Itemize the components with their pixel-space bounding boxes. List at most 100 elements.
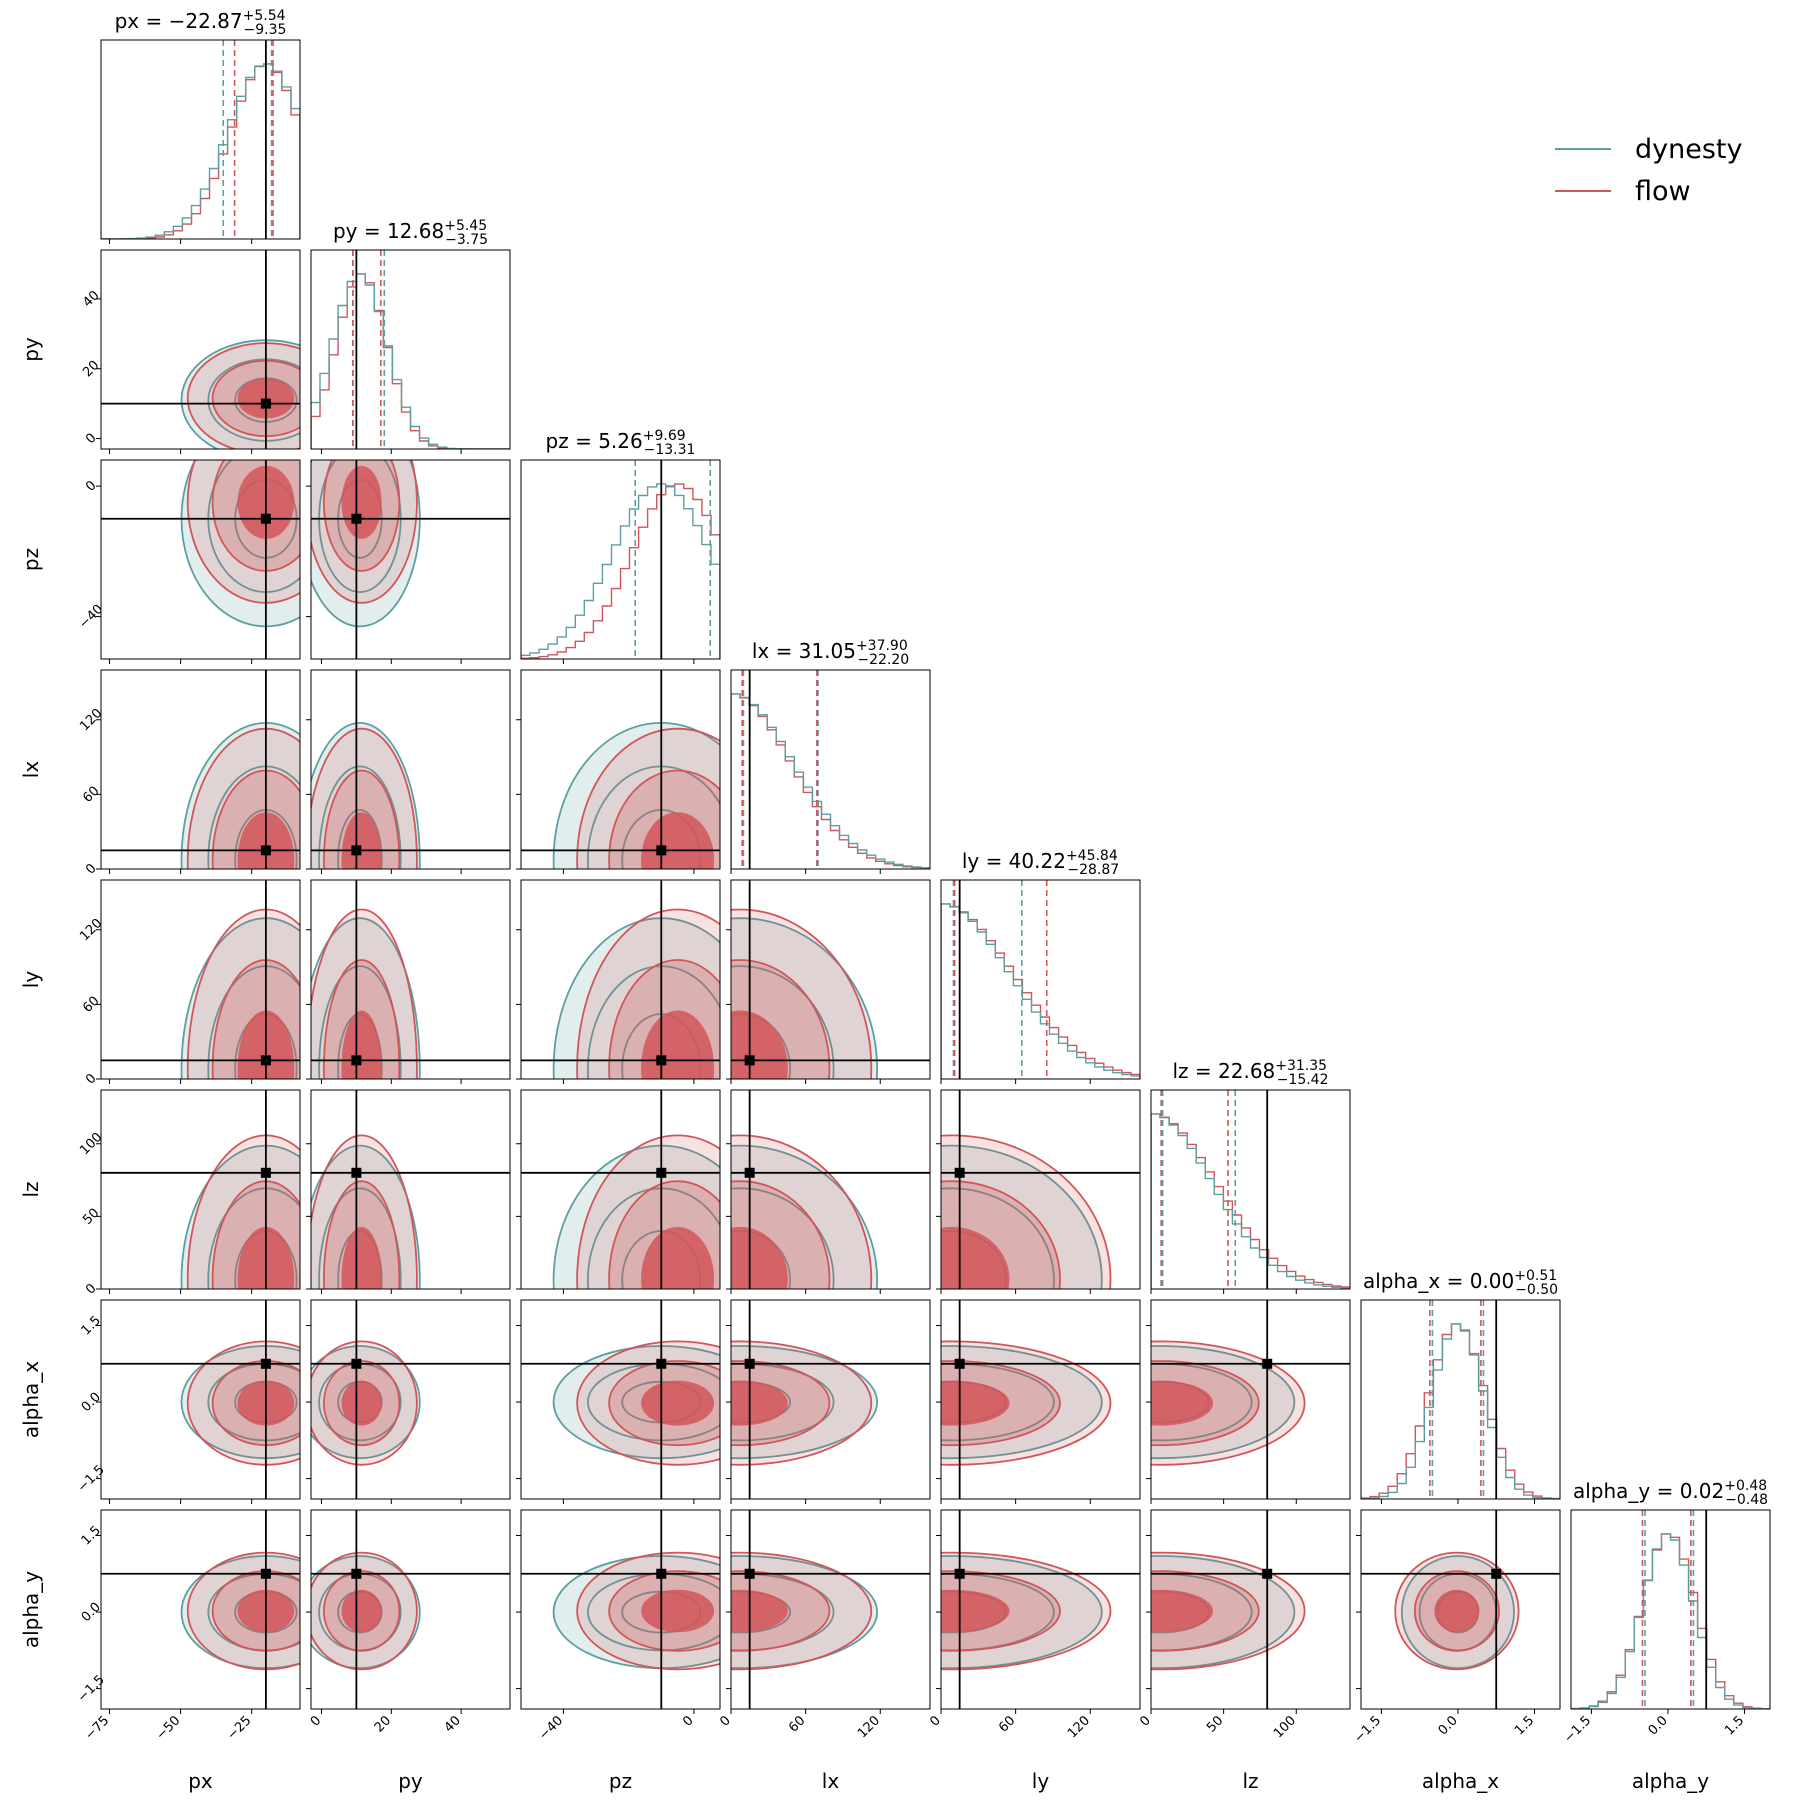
panel-lx-pz xyxy=(516,669,721,874)
y-axis-label-alpha_y: alpha_y xyxy=(19,1571,43,1648)
contour-flow-level-3 xyxy=(341,1226,382,1289)
panel-lz-lx xyxy=(726,1089,931,1294)
panel-frame xyxy=(1150,1509,1351,1710)
y-axis-label-lx: lx xyxy=(19,761,43,779)
panel-lz-pz xyxy=(516,1089,721,1294)
x-axis-label-lz: lz xyxy=(1242,1769,1258,1793)
panel-ly-ly: ly = 40.22+45.84 −28.87 xyxy=(940,848,1141,1084)
contour-flow-level-3 xyxy=(641,1226,715,1289)
contour-dynesty-level-2 xyxy=(731,1187,835,1289)
panel-frame xyxy=(1150,1089,1351,1290)
panel-alpha_y-alpha_y: alpha_y = 0.02+0.48 −0.48 −1.5 0.0 1.5 xyxy=(1561,1478,1771,1746)
contour-dynesty-level-2 xyxy=(318,765,402,869)
panel-alpha_x-alpha_x: alpha_x = 0.00+0.51 −0.50 xyxy=(1360,1268,1561,1504)
contour-flow-level-3 xyxy=(731,1226,788,1289)
panel-frame xyxy=(310,1509,511,1710)
panel-content xyxy=(311,1090,510,1289)
panel-alpha_y-py: 0 20 40 xyxy=(306,1509,511,1736)
panel-content xyxy=(731,1090,930,1289)
truth-marker xyxy=(351,1568,362,1579)
histogram-dynesty xyxy=(731,693,930,869)
title-plus: +45.84 xyxy=(1066,848,1118,864)
x-tick-label: −25 xyxy=(224,1713,254,1743)
y-axis-label-ly: ly xyxy=(19,971,43,989)
panel-pz-pz: pz = 5.26+9.69 −13.31 xyxy=(520,428,721,664)
contour-flow-level-3 xyxy=(641,1010,715,1079)
y-tick-label: 1.5 xyxy=(79,1523,104,1548)
panel-frame xyxy=(940,1089,1141,1290)
panel-content xyxy=(521,1090,720,1289)
panel-content xyxy=(311,670,510,869)
panel-content xyxy=(731,1300,930,1499)
panel-content xyxy=(1151,1090,1350,1289)
histogram-flow xyxy=(941,903,1140,1079)
contour-flow-level-1 xyxy=(731,1340,873,1466)
title-pz: pz = 5.26+9.69 −13.31 xyxy=(546,428,696,458)
panel-frame xyxy=(730,1509,931,1710)
x-tick-label: 40 xyxy=(442,1713,464,1735)
x-tick-label: 1.5 xyxy=(1722,1713,1747,1738)
contour-dynesty-level-2 xyxy=(941,1187,1055,1289)
truth-marker xyxy=(1491,1568,1502,1579)
contour-flow-level-3 xyxy=(341,1589,382,1633)
legend-label-dynesty: dynesty xyxy=(1635,133,1743,165)
panel-content xyxy=(941,1300,1140,1499)
panel-content xyxy=(101,460,300,659)
title-minus: −0.48 xyxy=(1725,1492,1768,1508)
truth-marker xyxy=(351,1358,362,1369)
panel-content xyxy=(521,1300,720,1499)
truth-marker xyxy=(351,1055,362,1066)
panel-px-px: px = −22.87+5.54 −9.35 xyxy=(100,8,301,244)
panel-content xyxy=(941,880,1140,1079)
panel-py-py: py = 12.68+5.45 −3.75 xyxy=(310,218,511,454)
truth-marker xyxy=(260,1167,271,1178)
title-text: px = −22.87 xyxy=(115,9,243,33)
contour-flow-level-3 xyxy=(731,1589,788,1633)
contour-dynesty-level-1 xyxy=(941,1555,1103,1670)
contour-flow-level-3 xyxy=(1434,1589,1480,1633)
x-axis-label-lx: lx xyxy=(822,1769,840,1793)
title-minus: −28.87 xyxy=(1067,862,1119,878)
panel-frame xyxy=(940,879,1141,1080)
panel-frame xyxy=(100,459,301,660)
contour-flow-level-3 xyxy=(1151,1380,1214,1426)
truth-marker xyxy=(1262,1358,1273,1369)
truth-marker xyxy=(351,1167,362,1178)
panel-lx-lx: lx = 31.05+37.90 −22.20 xyxy=(730,638,931,874)
contour-dynesty-level-2 xyxy=(318,965,402,1079)
panel-frame xyxy=(520,1509,721,1710)
contour-dynesty-level-1 xyxy=(311,917,421,1079)
contour-dynesty-level-1 xyxy=(1151,1345,1296,1460)
title-text: lx = 31.05 xyxy=(752,639,856,663)
panel-frame xyxy=(100,249,301,450)
title-ly: ly = 40.22+45.84 −28.87 xyxy=(962,848,1119,878)
panel-content xyxy=(311,460,510,659)
title-minus: −0.50 xyxy=(1515,1282,1558,1298)
title-plus: +0.51 xyxy=(1514,1268,1557,1284)
panel-content xyxy=(731,1510,930,1709)
contour-flow-level-3 xyxy=(941,1589,1010,1633)
y-tick-label: 60 xyxy=(80,784,102,806)
y-tick-label: 0 xyxy=(83,1281,99,1297)
y-tick-label: 20 xyxy=(80,358,102,380)
y-tick-label: −40 xyxy=(76,602,106,632)
truth-marker xyxy=(260,398,271,409)
histogram-flow xyxy=(521,483,720,659)
legend-label-flow: flow xyxy=(1635,175,1691,207)
contour-flow-level-1 xyxy=(311,1134,418,1289)
contour-flow-level-3 xyxy=(941,1380,1010,1426)
panel-content xyxy=(101,1510,300,1709)
x-tick-label: 50 xyxy=(1204,1713,1226,1735)
truth-marker xyxy=(260,1055,271,1066)
contour-flow-level-1 xyxy=(941,1551,1112,1671)
title-plus: +31.35 xyxy=(1275,1058,1327,1074)
x-tick-label: 0 xyxy=(1137,1713,1153,1729)
y-tick-label: 0 xyxy=(83,861,99,877)
contour-flow-level-1 xyxy=(311,727,418,869)
x-tick-label: −1.5 xyxy=(1351,1713,1384,1746)
panel-frame xyxy=(310,879,511,1080)
panel-py-px: 0 20 40 xyxy=(80,249,301,454)
truth-marker xyxy=(954,1358,965,1369)
x-tick-label: 100 xyxy=(1271,1713,1299,1741)
